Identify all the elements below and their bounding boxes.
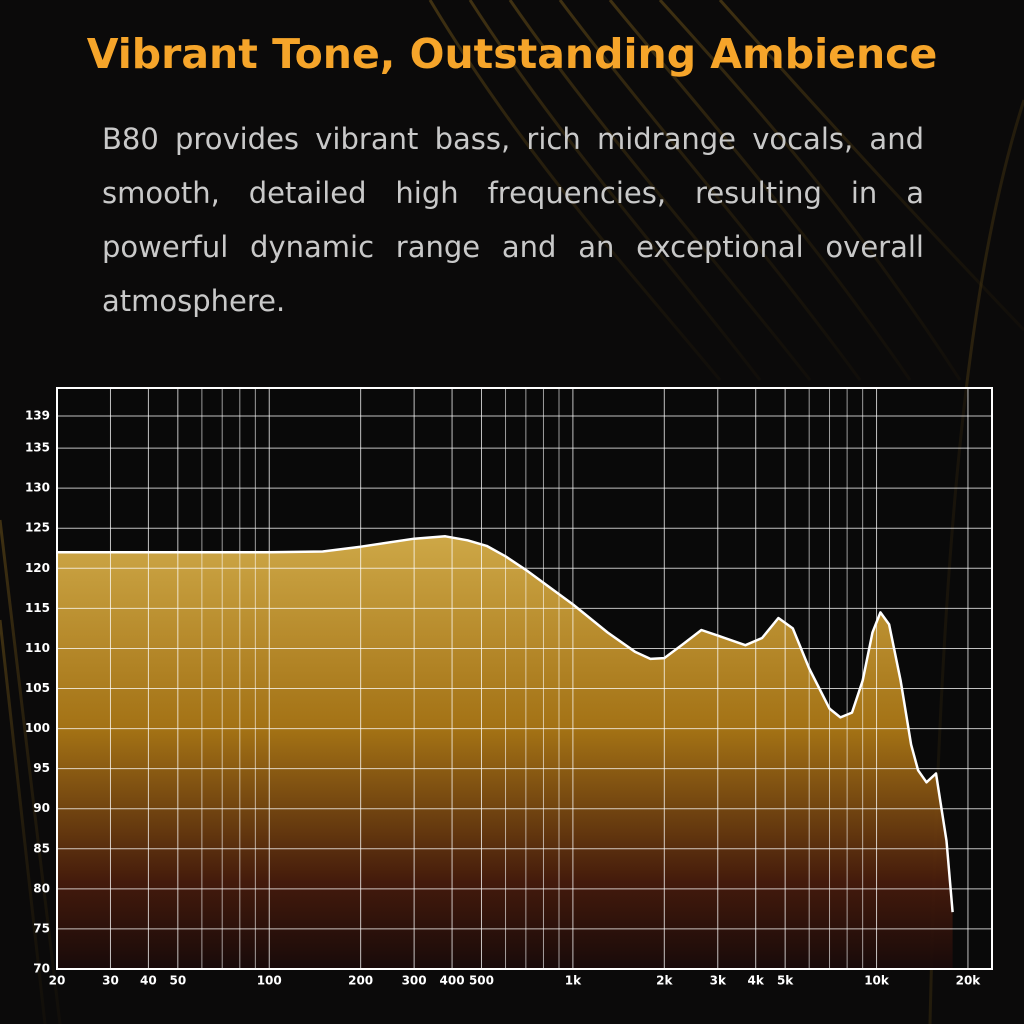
x-tick-label: 30 [102, 974, 119, 988]
x-tick-label: 50 [169, 974, 186, 988]
y-tick-label: 70 [33, 962, 50, 976]
plot-border [56, 387, 993, 970]
y-tick-label: 115 [25, 601, 50, 615]
y-tick-label: 100 [25, 721, 50, 735]
x-tick-label: 5k [777, 974, 794, 988]
x-tick-label: 100 [257, 974, 282, 988]
y-tick-label: 75 [33, 921, 50, 935]
x-tick-label: 3k [710, 974, 727, 988]
chart-title: Vibrant Tone, Outstanding Ambience [86, 30, 938, 78]
x-tick-label: 2k [656, 974, 673, 988]
x-tick-label: 20 [49, 974, 66, 988]
x-tick-label: 4k [748, 974, 765, 988]
y-tick-label: 80 [33, 881, 50, 895]
chart-subtitle: B80 provides vibrant bass, rich midrange… [102, 122, 924, 318]
y-tick-label: 85 [33, 841, 50, 855]
y-tick-label: 130 [25, 481, 50, 495]
y-tick-label: 95 [33, 761, 50, 775]
x-tick-label: 1k [565, 974, 582, 988]
y-tick-label: 120 [25, 561, 50, 575]
response-line [57, 535, 954, 913]
y-tick-label: 105 [25, 681, 50, 695]
x-tick-label: 10k [864, 974, 890, 988]
x-tick-label: 500 [469, 974, 494, 988]
x-tick-label: 40 [140, 974, 157, 988]
y-tick-label: 110 [25, 641, 50, 655]
x-tick-label: 400 [440, 974, 465, 988]
x-tick-label: 300 [402, 974, 427, 988]
y-tick-label: 125 [25, 521, 50, 535]
y-tick-label: 139 [25, 409, 50, 423]
x-tick-label: 20k [956, 974, 982, 988]
area-fill [57, 536, 953, 969]
x-tick-label: 200 [348, 974, 373, 988]
y-tick-label: 90 [33, 801, 50, 815]
y-tick-label: 135 [25, 441, 50, 455]
